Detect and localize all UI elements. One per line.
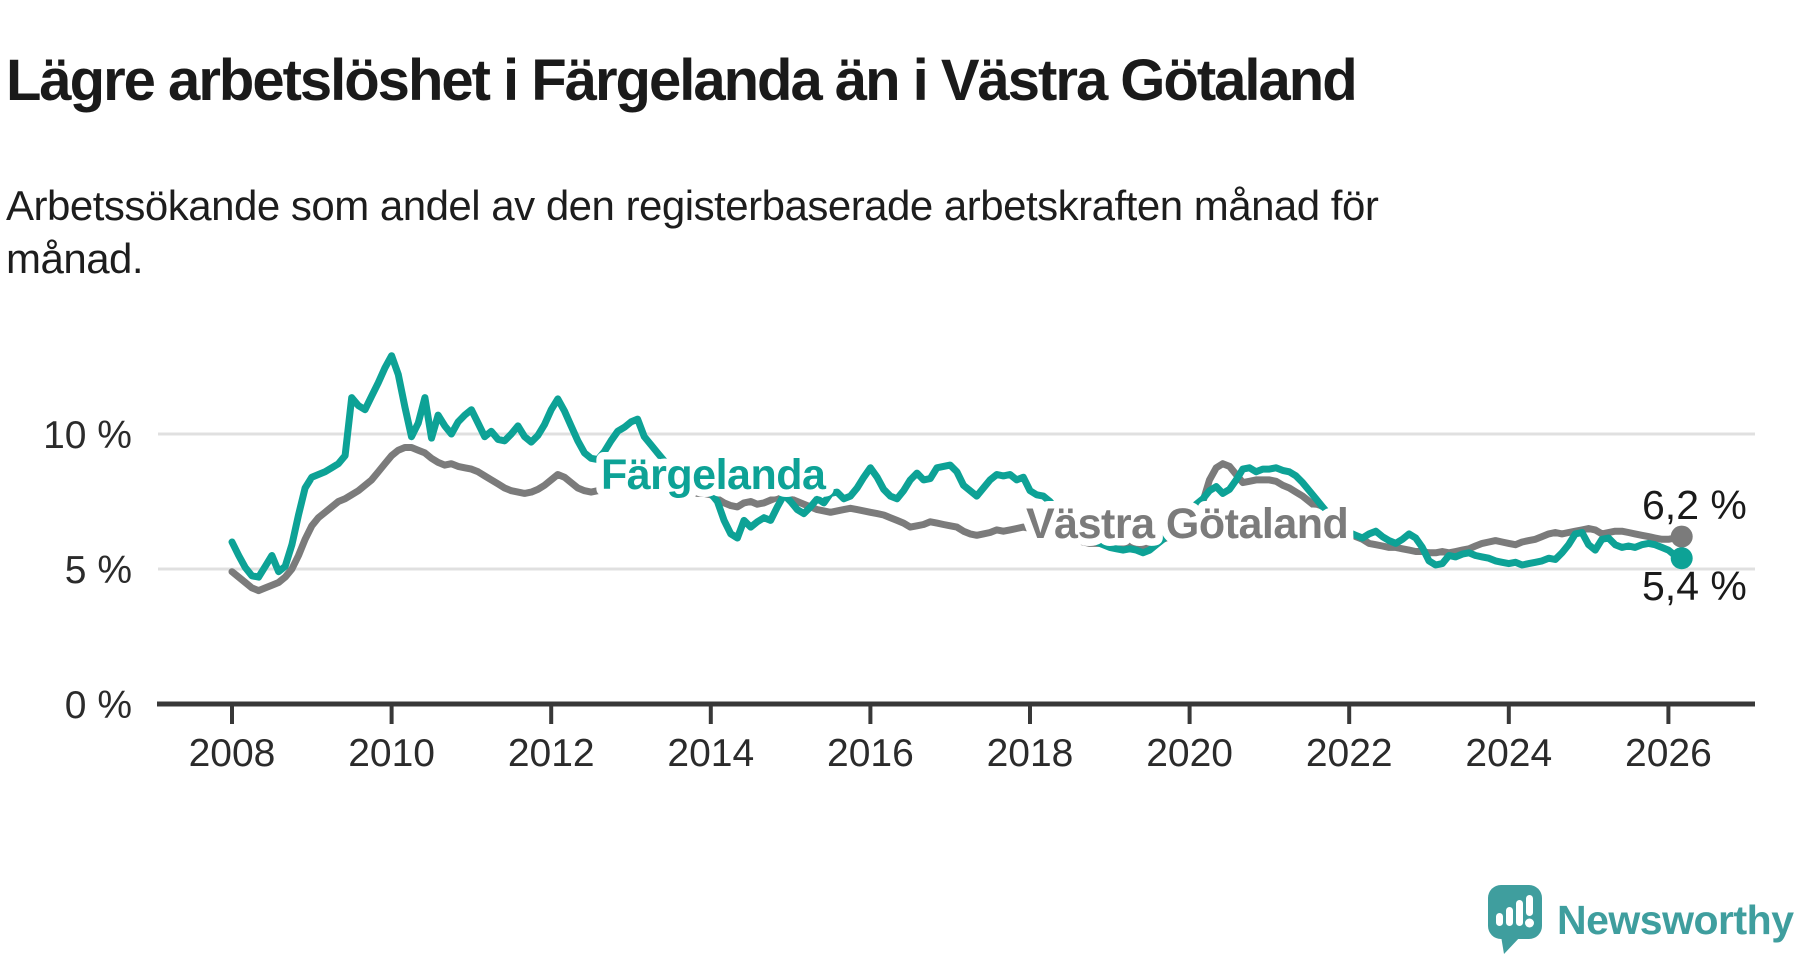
x-tick-label: 2016	[827, 732, 914, 775]
x-tick-label: 2010	[348, 732, 435, 775]
x-tick-label: 2014	[667, 732, 754, 775]
x-tick-label: 2026	[1625, 732, 1712, 775]
x-tick-label: 2020	[1146, 732, 1233, 775]
newsworthy-speech-bubble-chart-icon	[1488, 885, 1542, 954]
series-line-f-rgelanda	[228, 352, 1686, 581]
series-end-dot	[1670, 547, 1693, 570]
x-tick-label: 2024	[1465, 732, 1552, 775]
series-label-f-rgelanda: Färgelanda	[601, 451, 827, 499]
end-value-label: 5,4 %	[1642, 563, 1747, 609]
chart-subtitle: Arbetssökande som andel av den registerb…	[6, 182, 1379, 282]
series-end-dot	[1670, 525, 1693, 548]
end-value-label: 6,2 %	[1642, 482, 1747, 528]
x-tick-label: 2018	[987, 732, 1074, 775]
x-tick-label: 2012	[508, 732, 595, 775]
y-tick-label: 5 %	[65, 549, 132, 592]
page-title: Lägre arbetslöshet i Färgelanda än i Väs…	[6, 47, 1358, 113]
series-label-v-stra-g-taland: Västra Götaland	[1026, 500, 1348, 548]
brand-name: Newsworthy	[1557, 896, 1794, 943]
x-tick-label: 2008	[189, 732, 276, 775]
y-tick-label: 0 %	[65, 684, 132, 727]
x-tick-label: 2022	[1306, 732, 1393, 775]
newsworthy-logo: Newsworthy	[1487, 884, 1794, 956]
series-line-v-stra-g-taland	[228, 444, 1686, 595]
y-tick-label: 10 %	[43, 414, 132, 457]
